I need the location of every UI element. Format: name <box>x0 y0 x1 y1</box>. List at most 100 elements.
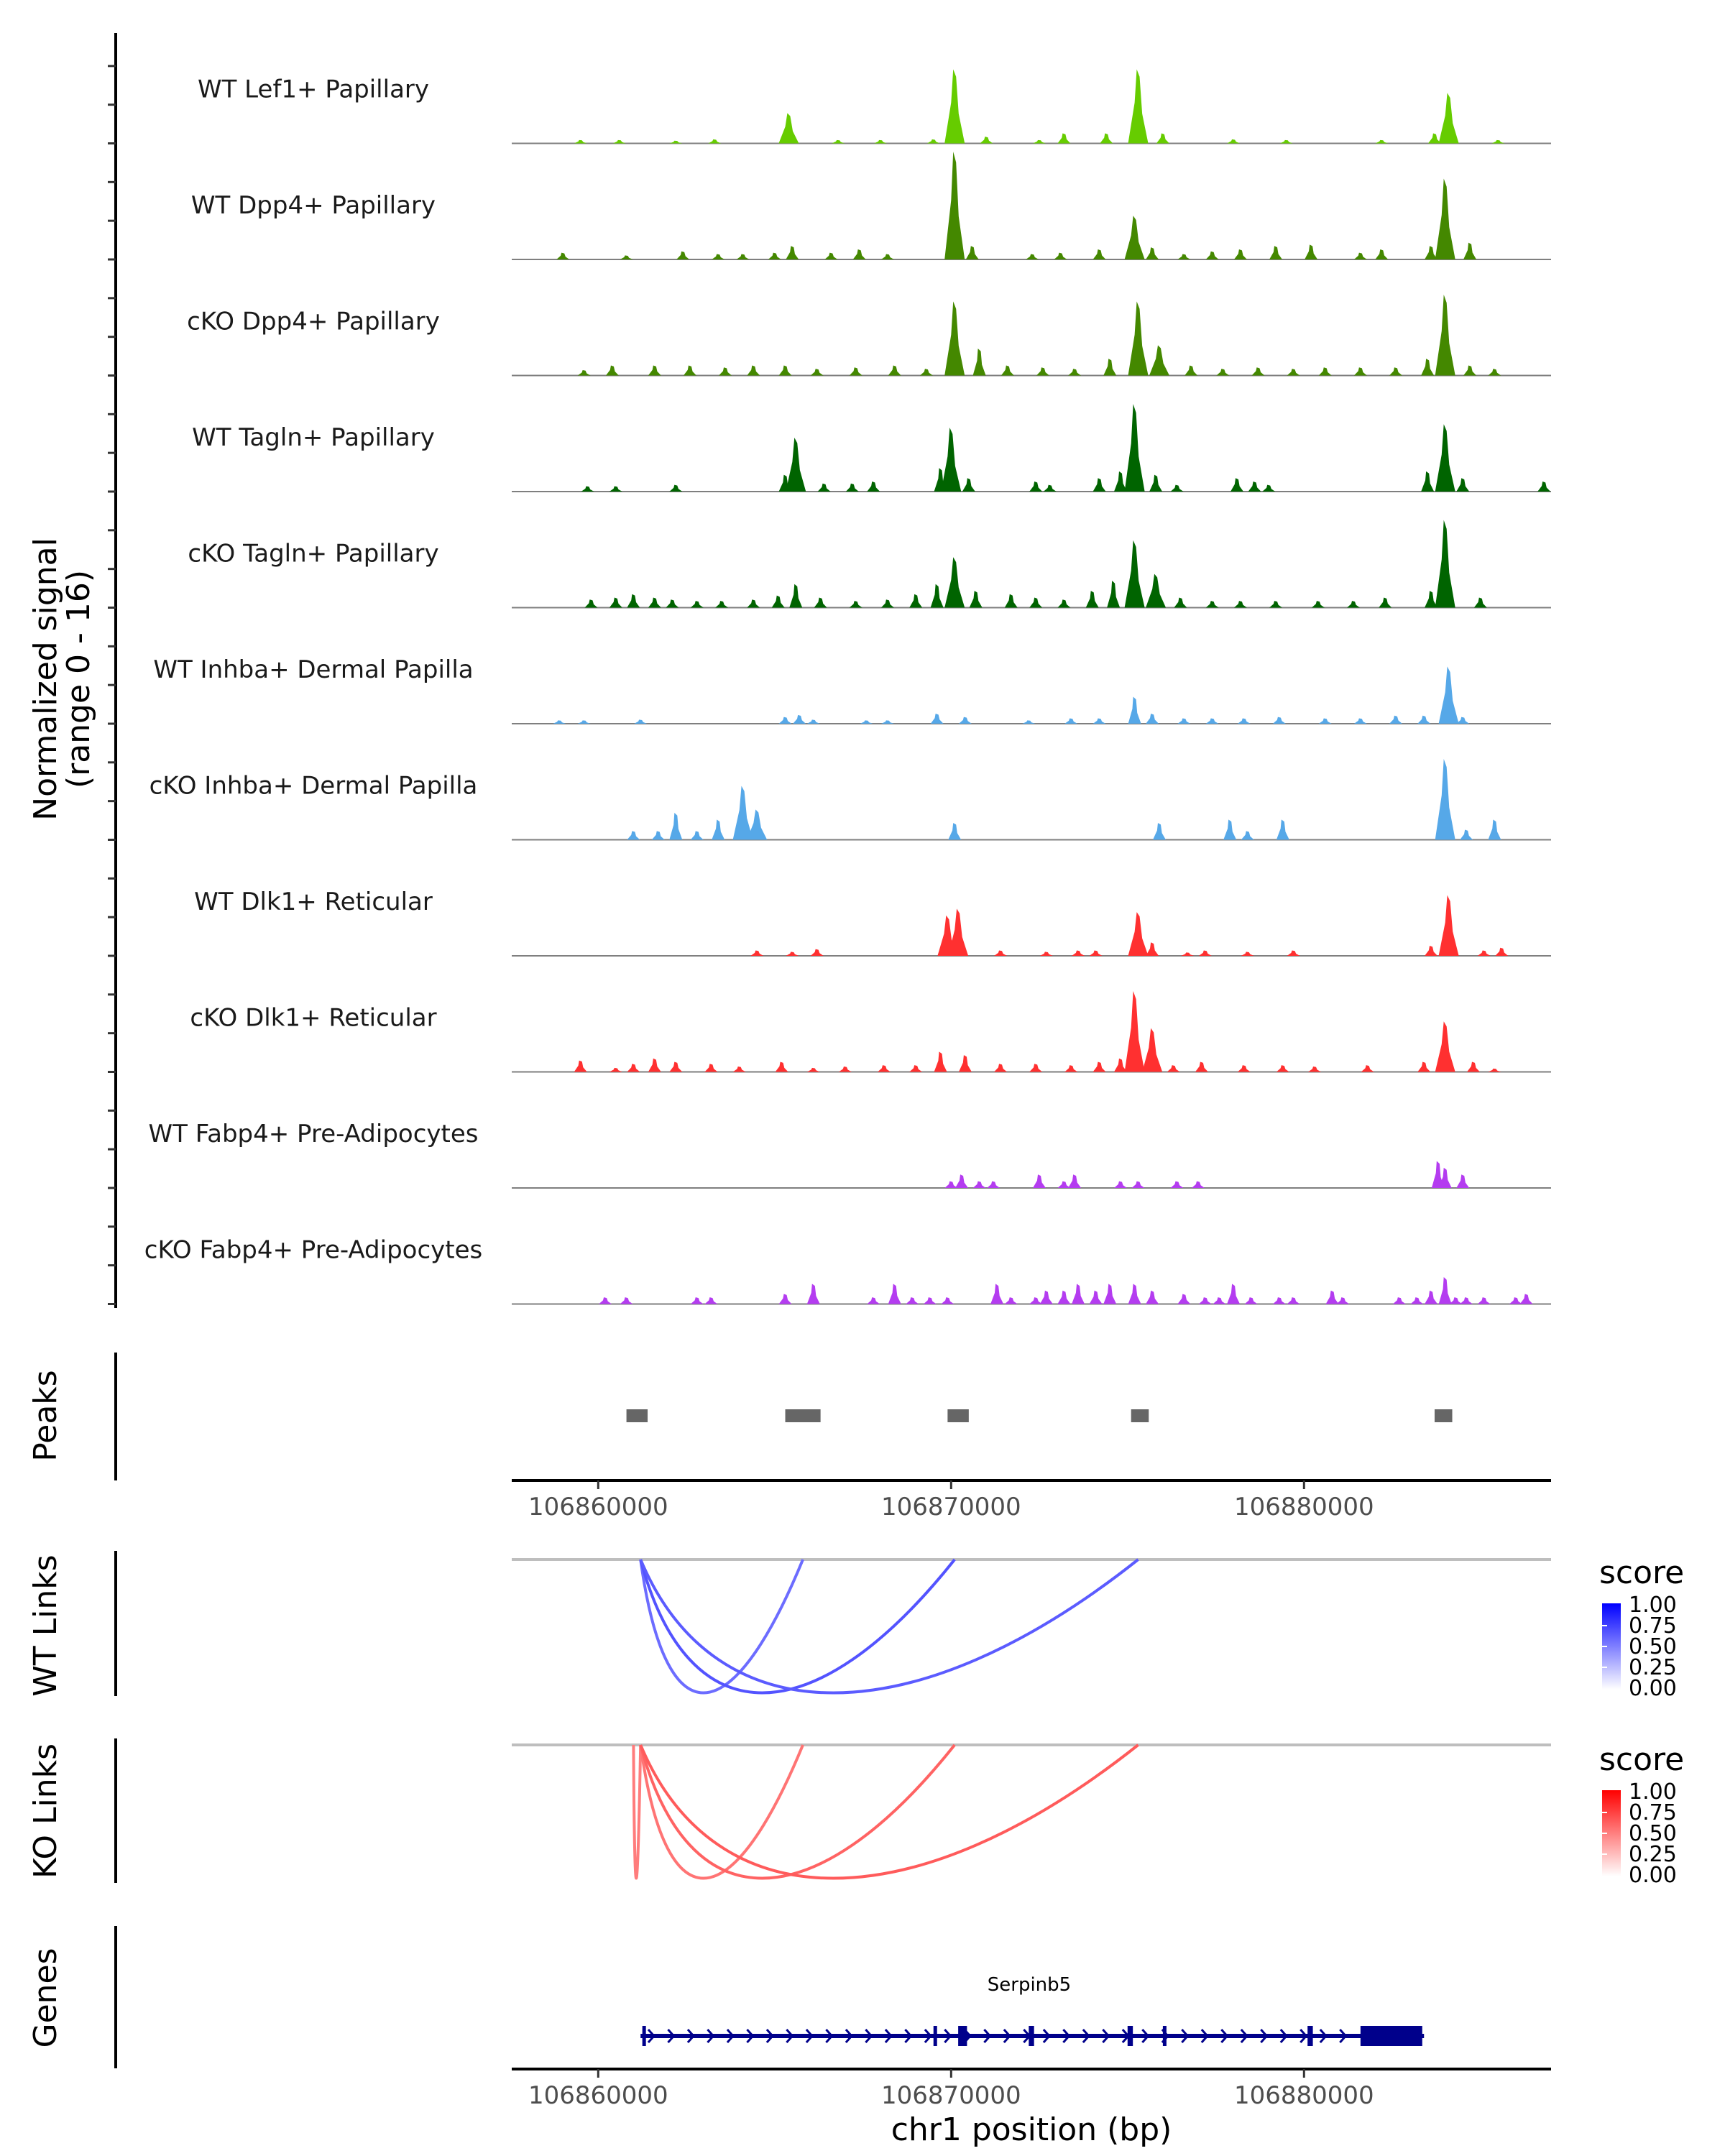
signal-peak <box>736 254 750 259</box>
signal-peak <box>627 1064 640 1072</box>
strand-arrow-icon <box>686 2029 695 2043</box>
signal-peak <box>1305 244 1318 259</box>
signal-peak <box>1269 246 1283 259</box>
track-label: cKO Inhba+ Dermal Papilla <box>150 772 478 801</box>
signal-peak <box>651 831 665 840</box>
signal-peak <box>1089 950 1103 956</box>
strand-arrow-icon <box>1003 2029 1011 2043</box>
link-arc <box>639 1744 804 1880</box>
signal-peak <box>708 139 722 144</box>
strand-arrow-icon <box>647 2029 656 2043</box>
signal-peak <box>1460 1297 1473 1304</box>
signal-peak <box>1392 1297 1406 1304</box>
signal-peak <box>599 1297 612 1304</box>
signal-peak <box>1124 991 1145 1072</box>
strand-arrow-icon <box>667 2029 676 2043</box>
signal-peak <box>1181 952 1195 956</box>
signal-peak <box>806 719 820 724</box>
signal-peak <box>944 1181 958 1188</box>
track-label: WT Lef1+ Papillary <box>198 75 429 104</box>
signal-peak <box>1184 365 1198 376</box>
legend-tick-label: 0.50 <box>1629 1634 1677 1659</box>
genes-track-label: Genes <box>27 1948 64 2047</box>
signal-peak <box>1039 1290 1053 1304</box>
signal-peak <box>786 246 799 259</box>
signal-peak <box>1237 718 1251 724</box>
signal-peak <box>1477 1297 1491 1304</box>
signal-peak <box>581 486 594 492</box>
signal-peak <box>810 949 824 956</box>
signal-peak <box>676 251 690 259</box>
signal-peak <box>1488 819 1501 840</box>
signal-peak <box>980 137 993 144</box>
signal-peak <box>1170 484 1184 492</box>
link-arc <box>639 1743 1139 1880</box>
signal-peak <box>1146 573 1167 608</box>
signal-peak <box>620 255 633 259</box>
strand-arrow-icon <box>884 2029 893 2043</box>
signal-peak <box>775 1061 788 1072</box>
signal-peak <box>690 1297 704 1304</box>
track-label: WT Dlk1+ Reticular <box>194 888 433 916</box>
signal-peak <box>627 594 640 608</box>
signal-peak <box>1269 601 1283 608</box>
signal-peak <box>1146 713 1159 724</box>
signal-peak <box>926 139 940 144</box>
signal-peak <box>944 557 965 608</box>
peak-region <box>1131 1409 1149 1422</box>
signal-peak <box>969 591 983 608</box>
signal-peak <box>962 478 975 492</box>
signal-peak <box>941 427 962 492</box>
signal-peak <box>584 599 598 608</box>
signal-peak <box>666 599 679 608</box>
signal-peak <box>930 713 944 724</box>
x-axis-ticks-bottom: 106860000 106870000 106880000 <box>528 2069 1374 2110</box>
signal-peak <box>1004 1297 1018 1304</box>
signal-peak <box>612 139 626 144</box>
signal-peak <box>958 1055 972 1072</box>
track-label: WT Tagln+ Papillary <box>192 423 435 452</box>
signal-peak <box>1036 367 1049 376</box>
signal-peak <box>1353 252 1367 259</box>
strand-arrow-icon <box>1220 2029 1229 2043</box>
x-tick-label: 106880000 <box>1234 2081 1374 2110</box>
signal-peak <box>577 370 591 376</box>
signal-peak <box>990 1284 1004 1304</box>
gene-exon <box>958 2026 967 2046</box>
gene-exon <box>1307 2026 1313 2046</box>
signal-peak <box>972 1181 986 1188</box>
peak-region <box>626 1409 648 1422</box>
signal-peak <box>832 139 845 144</box>
x-tick-label: 106860000 <box>528 2081 668 2110</box>
signal-peak <box>965 246 979 259</box>
signal-peak <box>1353 367 1367 376</box>
signal-peak <box>1064 1065 1078 1072</box>
signal-peak <box>1198 1297 1212 1304</box>
signal-peak <box>1353 718 1367 724</box>
strand-arrow-icon <box>924 2029 932 2043</box>
signal-peak <box>867 481 880 492</box>
signal-peak <box>941 1297 954 1304</box>
signal-peak <box>1417 715 1431 724</box>
signal-peak <box>1379 597 1392 608</box>
signal-peak <box>948 908 969 956</box>
link-arc <box>639 1558 1139 1695</box>
link-arc <box>639 1558 956 1695</box>
signal-peak <box>747 809 768 840</box>
peak-region <box>785 1409 821 1422</box>
signal-peak <box>648 365 661 376</box>
coverage-track: WT Inhba+ Dermal Papilla <box>153 655 1551 724</box>
signal-peak <box>715 601 729 608</box>
legend-tick-label: 0.75 <box>1629 1800 1677 1825</box>
signal-peak <box>1113 1181 1127 1188</box>
signal-peak <box>683 365 696 376</box>
signal-peak <box>1537 481 1551 492</box>
strand-arrow-icon <box>865 2029 873 2043</box>
signal-peak <box>1072 1284 1085 1304</box>
coverage-track: cKO Tagln+ Papillary <box>188 520 1551 609</box>
signal-peak <box>1223 819 1237 840</box>
signal-peak <box>609 486 622 492</box>
signal-peak <box>1057 1290 1071 1304</box>
signal-peak <box>878 1065 891 1072</box>
signal-peak <box>814 597 827 608</box>
